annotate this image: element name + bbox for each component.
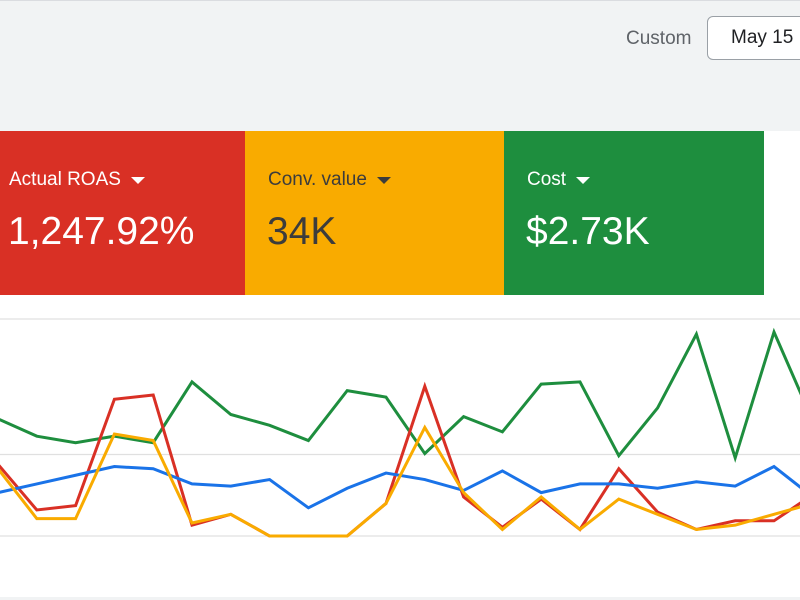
chart-point[interactable] [423, 478, 426, 481]
chart-point[interactable] [462, 415, 465, 418]
scorecard-title: Actual ROAS [9, 169, 121, 190]
caret-down-icon[interactable] [376, 176, 391, 184]
date-range-label: Custom [626, 28, 692, 49]
chart-point[interactable] [74, 441, 77, 444]
chart-point[interactable] [656, 406, 659, 409]
chart-point[interactable] [695, 480, 698, 483]
chart-point[interactable] [695, 333, 698, 336]
chart-point[interactable] [734, 456, 737, 459]
chart-point[interactable] [268, 424, 271, 427]
scorecard-value: $2.73K [526, 210, 650, 253]
chart-point[interactable] [35, 517, 38, 520]
chart-point[interactable] [229, 485, 232, 488]
chart-point[interactable] [617, 498, 620, 501]
chart-point[interactable] [540, 383, 543, 386]
chart-point[interactable] [617, 454, 620, 457]
chart-point[interactable] [423, 452, 426, 455]
chart-point[interactable] [423, 426, 426, 429]
chart-point[interactable] [113, 433, 116, 436]
chart-point[interactable] [307, 535, 310, 538]
chart-point[interactable] [113, 398, 116, 401]
chart-point[interactable] [152, 467, 155, 470]
scorecard-value: 1,247.92% [8, 210, 195, 253]
scorecard-title-row[interactable]: Conv. value [268, 169, 391, 191]
chart-point[interactable] [346, 389, 349, 392]
chart-canvas [0, 318, 800, 538]
chart-point[interactable] [579, 380, 582, 383]
chart-point[interactable] [656, 487, 659, 490]
chart-point[interactable] [113, 465, 116, 468]
chart-point[interactable] [307, 506, 310, 509]
chart-point[interactable] [773, 465, 776, 468]
chart-point[interactable] [191, 380, 194, 383]
chart-point[interactable] [229, 513, 232, 516]
chart-point[interactable] [346, 535, 349, 538]
chart-point[interactable] [385, 502, 388, 505]
scorecard-title: Cost [527, 169, 567, 190]
chart-point[interactable] [191, 521, 194, 524]
scorecard-conv-value[interactable]: Conv. value 34K [245, 131, 504, 295]
chart-point[interactable] [773, 331, 776, 334]
scorecard-title: Conv. value [268, 169, 367, 190]
chart-point[interactable] [656, 513, 659, 516]
chart-series-line-3[interactable] [0, 424, 800, 538]
chart-point[interactable] [268, 478, 271, 481]
chart-series-line-1[interactable] [0, 381, 800, 538]
chart-point[interactable] [501, 430, 504, 433]
chart-point[interactable] [617, 467, 620, 470]
chart-point[interactable] [152, 439, 155, 442]
chart-point[interactable] [773, 519, 776, 522]
chart-point[interactable] [229, 413, 232, 416]
scorecard-cost[interactable]: Cost $2.73K [504, 131, 764, 295]
chart-point[interactable] [734, 519, 737, 522]
scorecards: Actual ROAS 1,247.92% Conv. value 34K Co… [0, 131, 800, 295]
chart-point[interactable] [579, 528, 582, 531]
chart-point[interactable] [35, 508, 38, 511]
chart-point[interactable] [540, 491, 543, 494]
chart-point[interactable] [695, 528, 698, 531]
performance-line-chart [0, 295, 800, 600]
date-range-button[interactable]: May 15 [707, 16, 800, 60]
chart-point[interactable] [617, 482, 620, 485]
chart-point[interactable] [268, 535, 271, 538]
chart-point[interactable] [734, 485, 737, 488]
chart-point[interactable] [501, 528, 504, 531]
chart-point[interactable] [74, 517, 77, 520]
caret-down-icon[interactable] [576, 176, 591, 184]
chart-point[interactable] [462, 495, 465, 498]
chart-point[interactable] [191, 482, 194, 485]
chart-point[interactable] [462, 491, 465, 494]
chart-point[interactable] [346, 487, 349, 490]
date-range-toolbar: Custom May 15 [0, 0, 800, 131]
chart-bottom-edge [0, 597, 800, 600]
chart-point[interactable] [734, 524, 737, 527]
chart-series-line-0[interactable] [0, 327, 800, 463]
chart-point[interactable] [579, 482, 582, 485]
scorecard-actual-roas[interactable]: Actual ROAS 1,247.92% [0, 131, 245, 295]
scorecard-title-row[interactable]: Actual ROAS [9, 169, 145, 191]
caret-down-icon[interactable] [130, 176, 145, 184]
chart-point[interactable] [385, 472, 388, 475]
chart-point[interactable] [385, 396, 388, 399]
chart-point[interactable] [35, 482, 38, 485]
chart-point[interactable] [540, 495, 543, 498]
chart-point[interactable] [423, 385, 426, 388]
scorecard-value: 34K [267, 210, 337, 253]
chart-point[interactable] [773, 513, 776, 516]
chart-point[interactable] [74, 474, 77, 477]
chart-point[interactable] [35, 435, 38, 438]
chart-series-line-2[interactable] [0, 464, 800, 510]
chart-point[interactable] [501, 469, 504, 472]
chart-point[interactable] [152, 393, 155, 396]
chart-point[interactable] [307, 439, 310, 442]
scorecard-title-row[interactable]: Cost [527, 169, 591, 191]
chart-point[interactable] [74, 504, 77, 507]
